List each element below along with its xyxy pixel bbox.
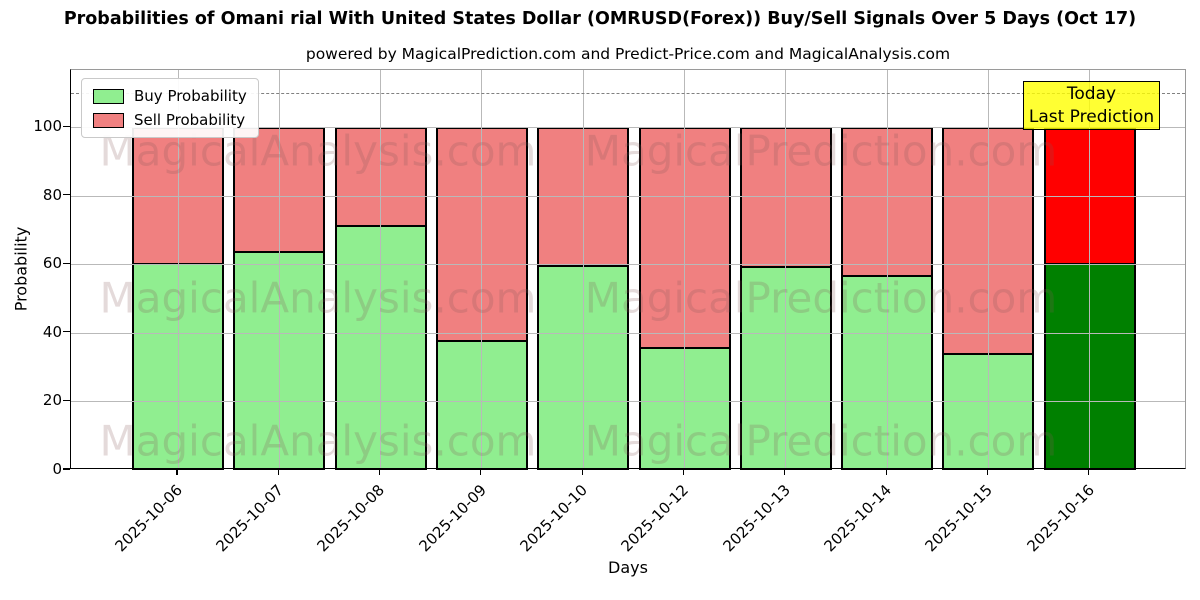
x-tickmark-2025-10-14 (885, 469, 887, 475)
x-tick-label-text-2025-10-13: 2025-10-13 (719, 481, 794, 556)
x-tick-label-text-2025-10-07: 2025-10-07 (212, 481, 288, 556)
legend-label-buy: Buy Probability (134, 87, 247, 105)
x-tick-label-text-2025-10-10: 2025-10-10 (516, 481, 591, 556)
buy-swatch (93, 88, 124, 104)
x-tick-label-text-2025-10-14: 2025-10-14 (820, 481, 895, 556)
x-tickmark-2025-10-09 (480, 469, 482, 475)
y-tickmark-80 (63, 194, 70, 196)
watermark-left-2: MagicalAnalysis.com (99, 416, 537, 466)
y-tick-label-20: 20 (42, 391, 62, 410)
x-tickmark-2025-10-16 (1088, 469, 1090, 475)
legend-item-buy: Buy Probability (93, 87, 247, 105)
legend-label-sell: Sell Probability (134, 111, 246, 129)
y-tickmark-20 (63, 399, 70, 401)
bar-sell-2025-10-16 (1043, 127, 1136, 265)
x-tickmark-2025-10-06 (176, 469, 178, 475)
x-tick-label-text-2025-10-15: 2025-10-15 (921, 481, 997, 556)
chart-subtitle: powered by MagicalPrediction.com and Pre… (305, 45, 951, 63)
legend-item-sell: Sell Probability (93, 111, 247, 129)
sell-swatch (93, 112, 124, 128)
y-tickmark-60 (63, 262, 70, 264)
today-annotation: Today Last Prediction (1023, 81, 1160, 130)
y-tickmark-40 (63, 331, 70, 333)
legend: Buy Probability Sell Probability (81, 78, 259, 138)
x-tick-label-text-2025-10-12: 2025-10-12 (617, 481, 693, 556)
watermark-right-1: MagicalPrediction.com (584, 273, 1058, 323)
x-tick-label-text-2025-10-08: 2025-10-08 (313, 481, 389, 556)
y-tick-label-40: 40 (42, 322, 62, 341)
y-tick-label-100: 100 (33, 117, 62, 136)
annotation-line2: Last Prediction (1028, 106, 1155, 127)
x-tickmark-2025-10-12 (682, 469, 685, 475)
chart-title: Probabilities of Omani rial With United … (63, 9, 1137, 29)
x-axis-label: Days (608, 558, 648, 577)
watermark-left-1: MagicalAnalysis.com (99, 273, 537, 323)
bar-buy-2025-10-16 (1043, 262, 1136, 470)
plot-area: Buy Probability Sell Probability Today L… (70, 69, 1186, 470)
y-tickmark-0 (63, 468, 70, 470)
x-tick-label-text-2025-10-16: 2025-10-16 (1023, 481, 1098, 556)
watermark-right-0: MagicalPrediction.com (584, 126, 1058, 176)
x-tickmark-2025-10-13 (784, 469, 786, 475)
x-tickmark-2025-10-10 (581, 469, 583, 475)
y-tickmark-100 (63, 125, 70, 127)
x-tick-label-text-2025-10-09: 2025-10-09 (415, 481, 490, 556)
dashed-reference-line (71, 93, 1185, 94)
y-tick-label-80: 80 (42, 185, 62, 204)
x-tick-label-text-2025-10-06: 2025-10-06 (111, 481, 186, 556)
y-tick-label-0: 0 (52, 460, 62, 478)
x-tickmark-2025-10-08 (379, 469, 381, 475)
y-tick-label-60: 60 (42, 254, 62, 273)
watermark-right-2: MagicalPrediction.com (584, 416, 1058, 466)
annotation-line1: Today (1066, 84, 1117, 104)
x-tickmark-2025-10-15 (986, 469, 988, 475)
x-tickmark-2025-10-07 (277, 469, 279, 475)
